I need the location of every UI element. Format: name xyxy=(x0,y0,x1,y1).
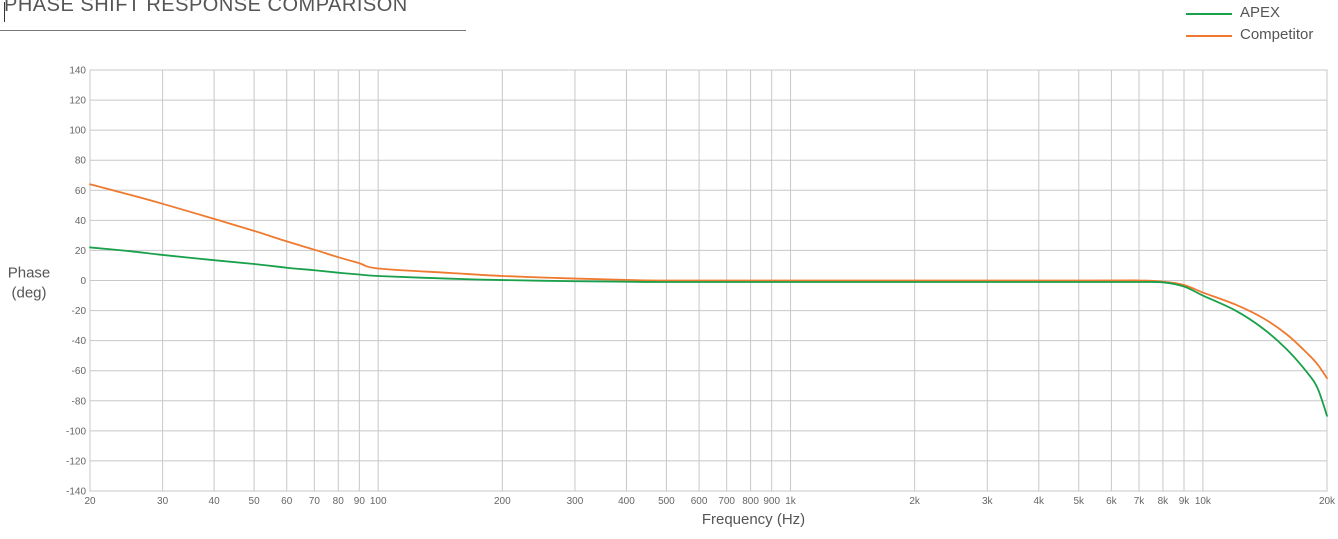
x-tick-label: 90 xyxy=(354,496,366,507)
x-tick-label: 70 xyxy=(309,496,321,507)
chart-title: PHASE SHIFT RESPONSE COMPARISON xyxy=(4,0,408,16)
x-tick-label: 900 xyxy=(763,496,780,507)
legend-label-competitor: Competitor xyxy=(1240,26,1314,43)
x-tick-label: 50 xyxy=(249,496,261,507)
y-tick-label: 60 xyxy=(75,186,87,197)
y-tick-label: -20 xyxy=(72,306,87,317)
x-tick-label: 3k xyxy=(982,496,994,507)
legend-swatch-apex xyxy=(1186,13,1232,15)
x-tick-label: 400 xyxy=(618,496,635,507)
x-tick-label: 7k xyxy=(1134,496,1146,507)
series-line-competitor xyxy=(89,183,1328,380)
y-axis-label: (deg) xyxy=(11,285,46,302)
legend-swatch-competitor xyxy=(1186,35,1232,37)
x-tick-label: 600 xyxy=(691,496,708,507)
y-tick-label: 0 xyxy=(80,276,86,287)
y-tick-label: -40 xyxy=(72,336,87,347)
legend-item-apex: APEX xyxy=(1180,4,1338,26)
title-marker xyxy=(4,2,5,22)
x-tick-label: 200 xyxy=(494,496,511,507)
x-tick-label: 10k xyxy=(1195,496,1212,507)
y-tick-label: 80 xyxy=(75,156,87,167)
x-tick-label: 500 xyxy=(658,496,675,507)
y-tick-label: -140 xyxy=(66,487,86,498)
x-tick-label: 40 xyxy=(209,496,221,507)
x-tick-label: 800 xyxy=(742,496,759,507)
x-tick-label: 6k xyxy=(1106,496,1118,507)
legend: APEX Competitor xyxy=(1180,4,1338,48)
y-tick-label: 40 xyxy=(75,216,87,227)
y-tick-label: 100 xyxy=(69,126,86,137)
y-tick-label: 140 xyxy=(69,66,86,77)
x-axis-label: Frequency (Hz) xyxy=(702,511,805,528)
x-tick-label: 100 xyxy=(370,496,387,507)
y-tick-label: -80 xyxy=(72,396,87,407)
y-tick-label: 20 xyxy=(75,246,87,257)
x-tick-label: 300 xyxy=(567,496,584,507)
x-tick-label: 20k xyxy=(1319,496,1336,507)
x-tick-label: 5k xyxy=(1073,496,1085,507)
y-tick-label: -100 xyxy=(66,426,86,437)
y-tick-label: 120 xyxy=(69,96,86,107)
x-tick-label: 20 xyxy=(84,496,96,507)
x-tick-label: 60 xyxy=(281,496,293,507)
x-tick-label: 80 xyxy=(333,496,345,507)
x-tick-label: 2k xyxy=(909,496,921,507)
x-tick-label: 700 xyxy=(718,496,735,507)
legend-label-apex: APEX xyxy=(1240,4,1281,21)
legend-item-competitor: Competitor xyxy=(1180,26,1338,48)
title-underline: PHASE SHIFT RESPONSE COMPARISON xyxy=(0,0,466,31)
y-tick-label: -120 xyxy=(66,456,86,467)
x-tick-label: 1k xyxy=(785,496,797,507)
x-tick-label: 8k xyxy=(1158,496,1170,507)
x-tick-label: 9k xyxy=(1179,496,1191,507)
series-line-apex xyxy=(89,246,1328,417)
y-tick-label: -60 xyxy=(72,366,87,377)
x-tick-label: 30 xyxy=(157,496,169,507)
x-tick-label: 4k xyxy=(1034,496,1046,507)
y-axis-label: Phase xyxy=(8,265,51,282)
